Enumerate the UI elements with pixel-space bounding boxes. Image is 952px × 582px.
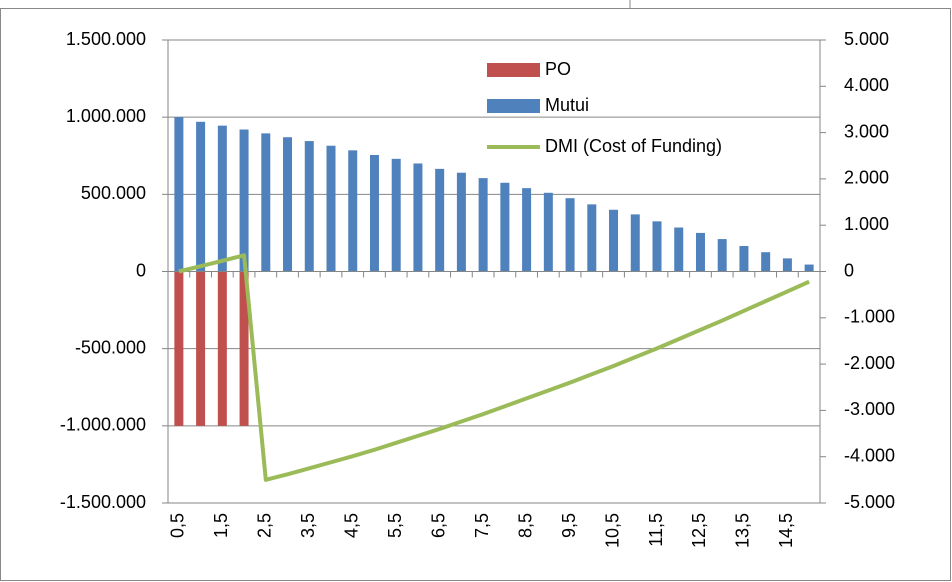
y2-tick-label: -4.000 <box>844 445 895 465</box>
bar <box>652 221 662 272</box>
y2-tick-label: 1.000 <box>844 214 889 234</box>
bar <box>435 168 445 272</box>
y2-tick-label: 4.000 <box>844 75 889 95</box>
bar <box>717 239 727 272</box>
y2-tick-label: -5.000 <box>844 492 895 512</box>
x-tick-label: 2,5 <box>255 513 275 538</box>
x-tick-label: 5,5 <box>385 513 405 538</box>
line-series <box>178 253 810 482</box>
bar <box>196 121 206 272</box>
y-tick-label: 0 <box>136 260 146 280</box>
bar <box>326 145 336 272</box>
y2-tick-label: 3.000 <box>844 121 889 141</box>
y-tick-label: 1.500.000 <box>66 29 146 49</box>
x-tick-label: 7,5 <box>472 513 492 538</box>
bar <box>782 258 792 272</box>
bar <box>761 252 771 272</box>
bar <box>674 227 684 272</box>
x-tick-label: 3,5 <box>298 513 318 538</box>
y2-tick-label: -1.000 <box>844 307 895 327</box>
y-tick-label: 500.000 <box>81 183 146 203</box>
legend-label: PO <box>545 59 571 79</box>
bar <box>304 141 314 272</box>
bar <box>391 158 401 272</box>
y2-tick-label: 0 <box>844 260 854 280</box>
chart-frame <box>0 8 951 581</box>
x-tick-label: 10,5 <box>602 513 622 548</box>
bar <box>413 163 423 272</box>
bar <box>348 150 358 272</box>
bar <box>369 154 379 272</box>
bar <box>283 137 293 272</box>
y2-tick-label: -2.000 <box>844 353 895 373</box>
x-tick-label: 0,5 <box>168 513 188 538</box>
bar <box>478 178 488 272</box>
bar <box>500 182 510 272</box>
y-tick-label: -1.000.000 <box>60 415 146 435</box>
y2-tick-label: 2.000 <box>844 168 889 188</box>
bar <box>630 214 640 272</box>
bar <box>174 117 184 272</box>
bar <box>174 271 184 426</box>
bar <box>565 198 575 272</box>
x-tick-label: 14,5 <box>776 513 796 548</box>
bar <box>695 232 705 272</box>
bar <box>543 192 553 272</box>
bar <box>196 271 206 426</box>
bar <box>217 125 227 272</box>
legend-swatch <box>487 63 540 77</box>
bar <box>239 129 249 272</box>
legend-label: Mutui <box>545 95 589 115</box>
y-tick-label: 1.000.000 <box>66 106 146 126</box>
bar <box>217 271 227 426</box>
x-tick-label: 6,5 <box>428 513 448 538</box>
bar <box>456 172 466 272</box>
bar <box>804 264 814 272</box>
bar <box>609 209 619 272</box>
y-tick-label: -1.500.000 <box>60 492 146 512</box>
bar <box>261 133 271 272</box>
bar <box>587 204 597 272</box>
legend-label: DMI (Cost of Funding) <box>545 136 722 156</box>
y2-tick-label: 5.000 <box>844 29 889 49</box>
x-tick-label: 8,5 <box>515 513 535 538</box>
y2-tick-label: -3.000 <box>844 399 895 419</box>
x-tick-label: 12,5 <box>689 513 709 548</box>
legend-swatch <box>487 99 540 113</box>
bar <box>739 246 749 272</box>
x-tick-label: 1,5 <box>211 513 231 538</box>
x-tick-label: 4,5 <box>341 513 361 538</box>
x-tick-label: 9,5 <box>559 513 579 538</box>
x-tick-label: 13,5 <box>733 513 753 548</box>
y-tick-label: -500.000 <box>75 337 146 357</box>
x-tick-label: 11,5 <box>646 513 666 547</box>
bar <box>239 271 249 426</box>
bar <box>522 188 532 272</box>
